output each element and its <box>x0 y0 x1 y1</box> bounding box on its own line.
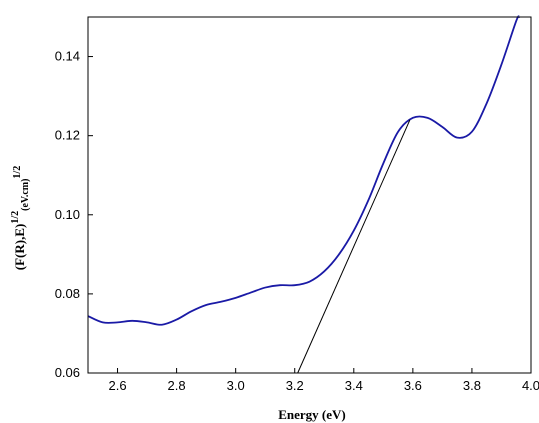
x-tick-label: 2.6 <box>108 378 126 393</box>
plot-lines <box>87 15 521 374</box>
y-axis-label-main: (F(R),E) <box>12 224 27 271</box>
y-tick-label: 0.08 <box>55 286 80 301</box>
x-tick-label: 3.8 <box>463 378 481 393</box>
x-tick-label: 4.0 <box>522 378 539 393</box>
x-tick-label: 3.4 <box>345 378 363 393</box>
y-tick-label: 0.06 <box>55 365 80 380</box>
y-tick-label: 0.14 <box>55 49 80 64</box>
plot-frame <box>87 16 532 374</box>
tangent-line <box>297 119 411 374</box>
y-axis-label-sub: (eV.cm) <box>20 179 31 211</box>
y-tick-label: 0.10 <box>55 207 80 222</box>
ticks: 2.6 2.8 3.0 3.2 3.4 3.6 3.8 4.0 0.06 0.08 0.10 0.12… <box>55 49 539 393</box>
y-axis-label-exp2: 1/2 <box>12 166 23 179</box>
x-tick-label: 3.2 <box>286 378 304 393</box>
data-curve <box>87 15 521 326</box>
x-axis-label: Energy (eV) <box>278 407 346 422</box>
x-tick-label: 3.6 <box>404 378 422 393</box>
y-tick-label: 0.12 <box>55 128 80 143</box>
y-axis-label-exp: 1/2 <box>10 211 21 224</box>
x-tick-label: 2.8 <box>168 378 186 393</box>
x-tick-label: 3.0 <box>227 378 245 393</box>
y-axis-label: (F(R),E)1/2(eV.cm)1/2 <box>10 166 31 270</box>
